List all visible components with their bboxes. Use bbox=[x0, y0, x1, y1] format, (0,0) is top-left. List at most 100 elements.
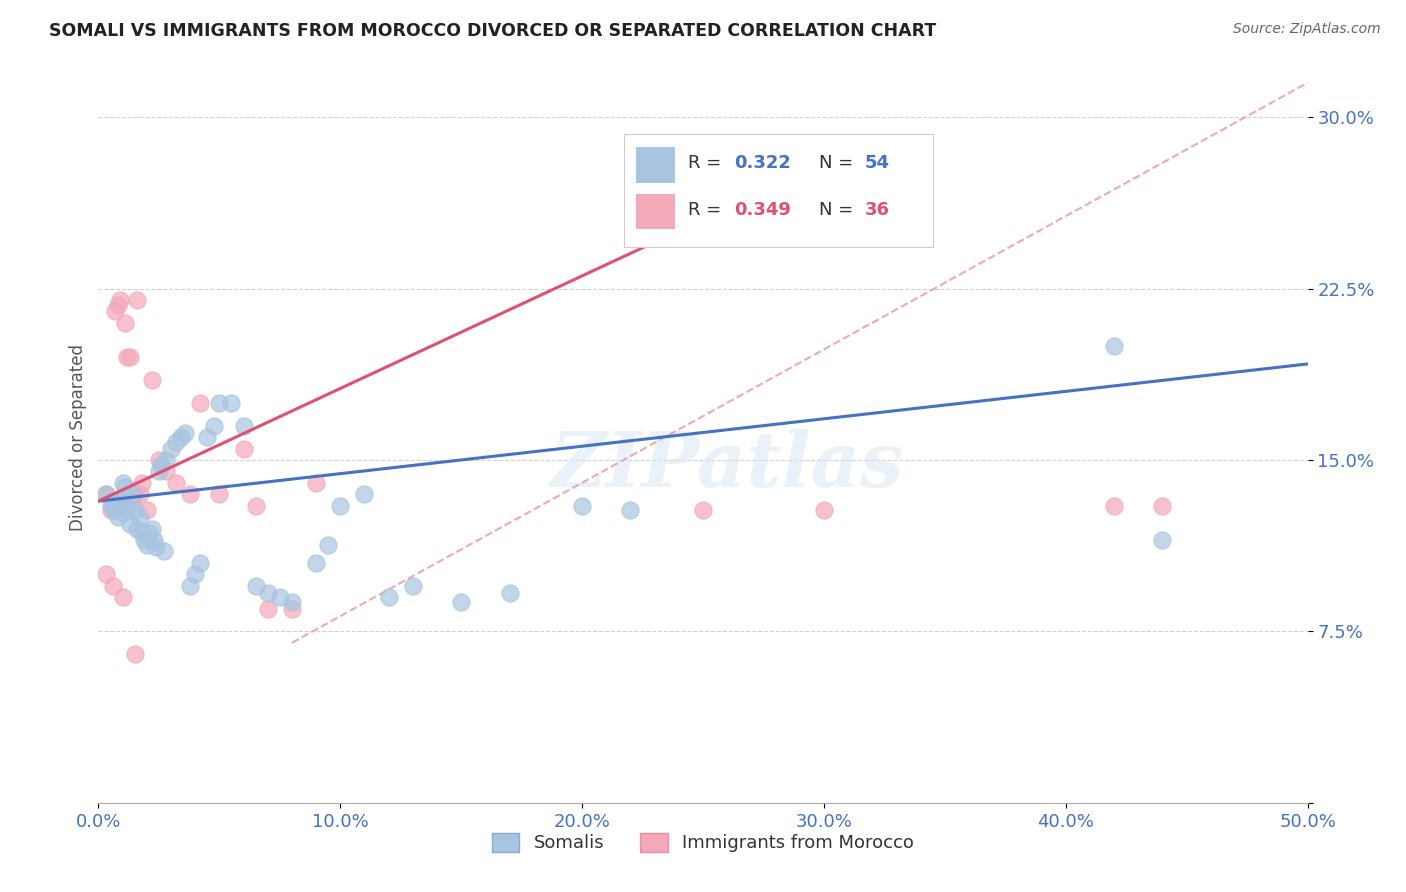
Text: ZIPatlas: ZIPatlas bbox=[551, 429, 904, 503]
Point bbox=[117, 499, 139, 513]
Point bbox=[305, 475, 328, 490]
Point bbox=[281, 601, 304, 615]
Text: R =: R = bbox=[689, 202, 727, 219]
Point bbox=[353, 487, 375, 501]
Point bbox=[305, 556, 328, 570]
Point bbox=[124, 487, 146, 501]
Point bbox=[145, 540, 167, 554]
Point bbox=[111, 590, 134, 604]
Point bbox=[131, 526, 153, 541]
Point bbox=[121, 494, 143, 508]
Point bbox=[1102, 499, 1125, 513]
Point bbox=[118, 350, 141, 364]
Point bbox=[188, 556, 211, 570]
Point bbox=[195, 430, 218, 444]
Text: 54: 54 bbox=[865, 153, 890, 172]
Point bbox=[107, 510, 129, 524]
FancyBboxPatch shape bbox=[624, 134, 932, 247]
Point bbox=[179, 579, 201, 593]
Point bbox=[118, 516, 141, 531]
Text: 0.349: 0.349 bbox=[734, 202, 792, 219]
Point bbox=[128, 487, 150, 501]
Point bbox=[377, 590, 399, 604]
Point bbox=[165, 475, 187, 490]
Point bbox=[94, 487, 117, 501]
Point bbox=[111, 506, 134, 520]
Point bbox=[150, 458, 173, 472]
Point bbox=[143, 533, 166, 547]
Text: Source: ZipAtlas.com: Source: ZipAtlas.com bbox=[1233, 22, 1381, 37]
Point bbox=[232, 442, 254, 456]
Point bbox=[135, 537, 157, 551]
Point bbox=[245, 579, 267, 593]
Text: N =: N = bbox=[820, 153, 859, 172]
Point bbox=[148, 453, 170, 467]
Point bbox=[131, 475, 153, 490]
Point bbox=[245, 499, 267, 513]
Y-axis label: Divorced or Separated: Divorced or Separated bbox=[69, 343, 87, 531]
Legend: Somalis, Immigrants from Morocco: Somalis, Immigrants from Morocco bbox=[485, 826, 921, 860]
Point bbox=[117, 350, 139, 364]
Point bbox=[127, 521, 149, 535]
Point bbox=[148, 464, 170, 478]
Point bbox=[135, 503, 157, 517]
Point bbox=[498, 585, 520, 599]
Point bbox=[269, 590, 291, 604]
Point bbox=[208, 487, 231, 501]
Point bbox=[450, 595, 472, 609]
Point bbox=[134, 533, 156, 547]
Point bbox=[316, 537, 339, 551]
Point bbox=[104, 494, 127, 508]
Point bbox=[221, 396, 243, 410]
Point bbox=[165, 434, 187, 449]
FancyBboxPatch shape bbox=[637, 147, 675, 183]
Point bbox=[107, 297, 129, 311]
Point bbox=[100, 503, 122, 517]
Point bbox=[256, 585, 278, 599]
Point bbox=[101, 494, 124, 508]
Point bbox=[571, 499, 593, 513]
Point bbox=[108, 293, 131, 307]
Point bbox=[155, 453, 177, 467]
Point bbox=[174, 425, 197, 440]
Point bbox=[169, 430, 191, 444]
Point bbox=[1102, 338, 1125, 352]
Point bbox=[1152, 533, 1174, 547]
Point bbox=[128, 510, 150, 524]
Point bbox=[188, 396, 211, 410]
Point bbox=[329, 499, 352, 513]
Point bbox=[101, 503, 124, 517]
Point bbox=[104, 304, 127, 318]
Point bbox=[141, 521, 163, 535]
FancyBboxPatch shape bbox=[637, 194, 675, 228]
Point bbox=[138, 526, 160, 541]
Point bbox=[94, 487, 117, 501]
Point bbox=[121, 487, 143, 501]
Point bbox=[232, 418, 254, 433]
Point bbox=[114, 316, 136, 330]
Point bbox=[101, 579, 124, 593]
Text: SOMALI VS IMMIGRANTS FROM MOROCCO DIVORCED OR SEPARATED CORRELATION CHART: SOMALI VS IMMIGRANTS FROM MOROCCO DIVORC… bbox=[49, 22, 936, 40]
Point bbox=[124, 503, 146, 517]
Point bbox=[111, 499, 134, 513]
Point bbox=[1152, 499, 1174, 513]
Point bbox=[204, 418, 226, 433]
Text: N =: N = bbox=[820, 202, 859, 219]
Point bbox=[692, 503, 714, 517]
Point bbox=[160, 442, 183, 456]
Point bbox=[141, 373, 163, 387]
Point bbox=[124, 647, 146, 661]
Text: 36: 36 bbox=[865, 202, 890, 219]
Text: R =: R = bbox=[689, 153, 727, 172]
Point bbox=[179, 487, 201, 501]
Point bbox=[281, 595, 304, 609]
Text: 0.322: 0.322 bbox=[734, 153, 792, 172]
Point bbox=[813, 503, 835, 517]
Point bbox=[208, 396, 231, 410]
Point bbox=[256, 601, 278, 615]
Point bbox=[127, 293, 149, 307]
Point bbox=[111, 475, 134, 490]
Point bbox=[152, 544, 174, 558]
Point bbox=[155, 464, 177, 478]
Point bbox=[619, 503, 641, 517]
